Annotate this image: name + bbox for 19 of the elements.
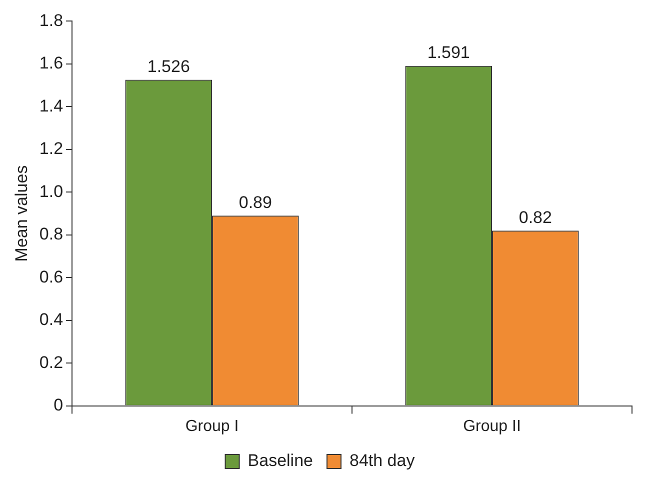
legend-label: 84th day xyxy=(349,451,416,470)
data-label: 0.82 xyxy=(518,208,552,227)
y-axis-title: Mean values xyxy=(12,165,31,262)
y-tick-label: 1.0 xyxy=(39,182,64,201)
data-label: 1.526 xyxy=(147,56,190,76)
y-tick-label: 1.8 xyxy=(39,10,64,30)
y-tick-label: 0.4 xyxy=(39,310,64,330)
legend-label: Baseline xyxy=(248,451,314,470)
data-label: 0.89 xyxy=(238,192,272,212)
data-label: 1.591 xyxy=(427,43,470,62)
y-tick-label: 1.6 xyxy=(39,54,64,73)
x-tick-label: Group I xyxy=(185,418,239,435)
x-tick-label: Group II xyxy=(463,418,521,435)
y-tick-label: 0.8 xyxy=(39,224,64,244)
y-tick-label: 0 xyxy=(54,395,64,414)
y-tick-label: 1.4 xyxy=(39,96,64,116)
y-tick-label: 0.2 xyxy=(39,352,64,372)
y-tick-label: 0.6 xyxy=(39,267,64,286)
y-tick-label: 1.2 xyxy=(39,139,64,158)
